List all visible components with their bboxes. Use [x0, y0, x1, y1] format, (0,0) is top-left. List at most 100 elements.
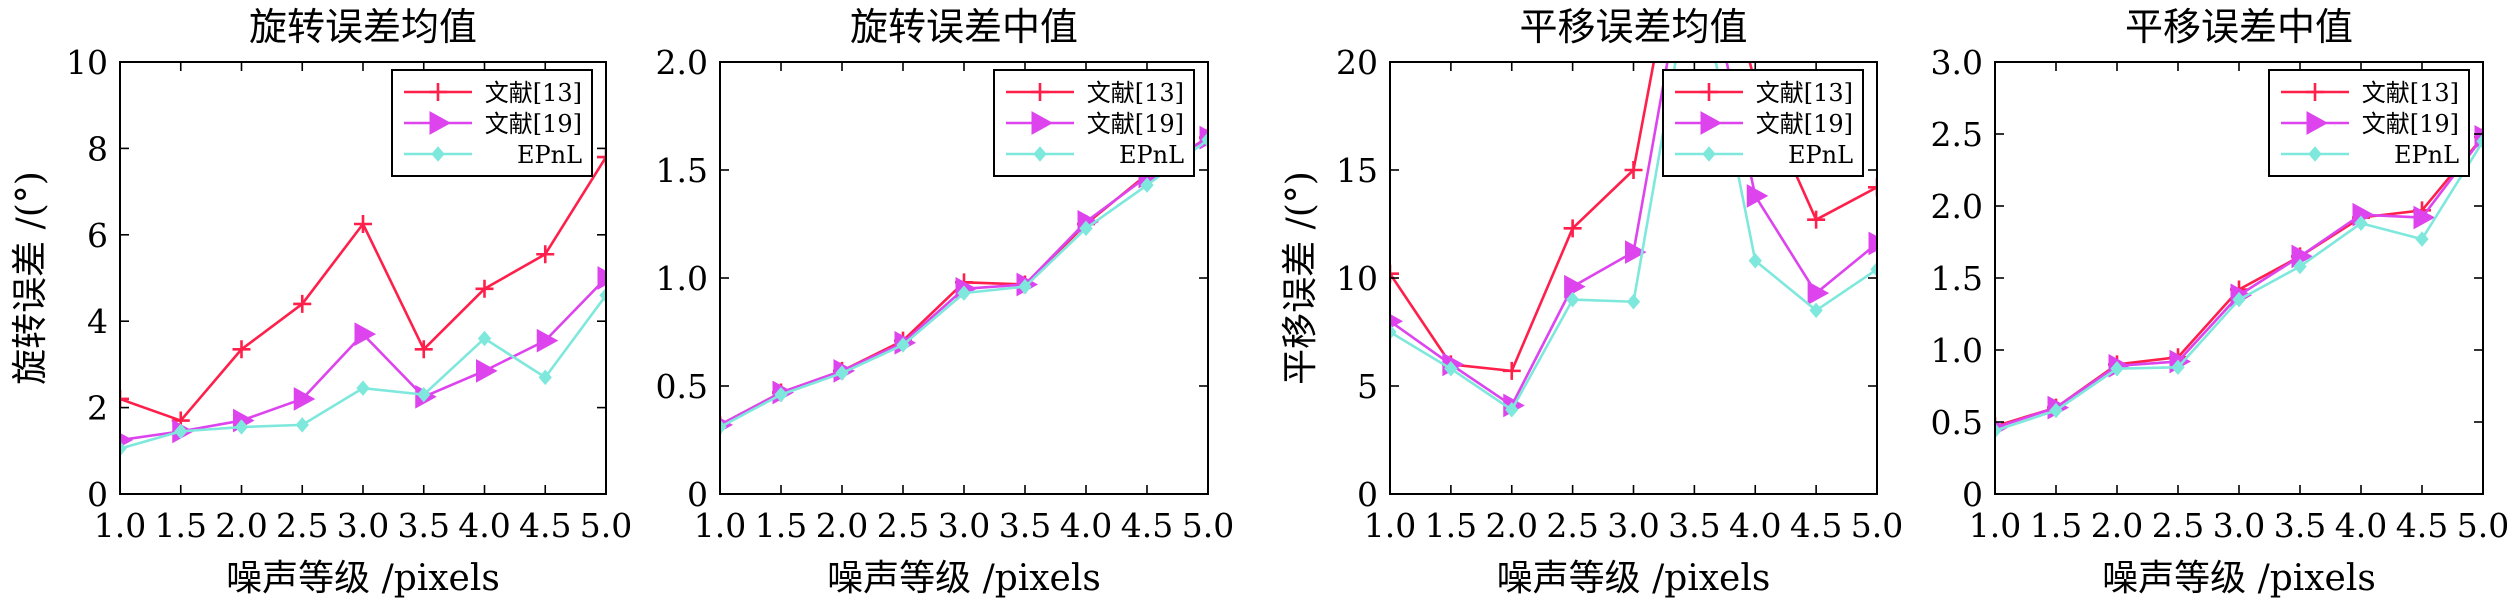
x-tick-label: 1.5 [755, 506, 807, 545]
series-line [120, 277, 606, 442]
data-point [2110, 360, 2124, 377]
data-point [1390, 264, 1399, 283]
x-tick-label: 1.0 [94, 506, 146, 545]
legend-label: EPnL [2394, 141, 2459, 169]
legend-marker [2308, 146, 2322, 162]
data-point [2413, 205, 2436, 230]
x-tick-label: 1.0 [694, 506, 746, 545]
data-point [1563, 219, 1582, 238]
data-point [1868, 231, 1877, 256]
legend-marker [2306, 83, 2324, 101]
x-tick-label: 2.5 [2152, 506, 2204, 545]
legend-item: EPnL [2281, 141, 2459, 169]
legend-item: EPnL [1675, 141, 1853, 169]
series-line [1390, 62, 1877, 407]
y-tick-label: 1.5 [656, 151, 708, 190]
legend: 文献[13] 文献[19] EPnL [2268, 69, 2470, 177]
legend-marker [1700, 83, 1718, 101]
x-tick-label: 3.5 [2274, 506, 2326, 545]
data-point [1505, 401, 1519, 418]
legend-label: 文献[13] [2362, 79, 2459, 107]
x-axis-label: 噪声等级 /pixels [2102, 558, 2376, 599]
chart-panel-1: 旋转误差均值 0 2 4 6 8 10 1.0 1.5 2.0 2.5 3.0 3.5 4.0 4.5 5.0… [10, 5, 632, 599]
data-point [1018, 278, 1032, 295]
data-point [957, 285, 971, 301]
chart-title: 平移误差均值 [1519, 5, 1747, 49]
series-3 [720, 131, 1208, 435]
data-point [293, 387, 316, 411]
y-tick-label: 5 [1357, 367, 1378, 406]
series-3 [1995, 133, 2483, 439]
y-tick-label: 20 [1336, 43, 1378, 82]
data-point [835, 365, 849, 381]
data-point [536, 245, 555, 264]
x-tick-label: 2.5 [1546, 506, 1598, 545]
legend-item: 文献[13] [1006, 79, 1184, 107]
x-tick-label: 2.5 [877, 506, 929, 545]
y-tick-label: 1.0 [1931, 331, 1983, 370]
data-point [1502, 361, 1521, 380]
data-point [2049, 402, 2063, 419]
x-tick-label: 3.5 [1668, 506, 1720, 545]
data-point [1748, 252, 1762, 269]
x-tick-label: 3.5 [999, 506, 1051, 545]
legend-label: 文献[19] [1087, 110, 1184, 138]
x-tick-label: 1.0 [1969, 506, 2021, 545]
data-point [2354, 215, 2368, 232]
y-tick-label: 10 [66, 43, 108, 82]
data-point [475, 279, 494, 298]
legend-marker [2306, 111, 2329, 135]
x-tick-label: 5.0 [1851, 506, 1903, 545]
data-point [293, 294, 312, 313]
legend-marker [1031, 83, 1049, 101]
y-tick-label: 2.0 [1931, 187, 1983, 226]
data-point [2293, 258, 2307, 275]
legend-marker [431, 146, 445, 162]
series-line [120, 294, 606, 450]
data-point [356, 380, 370, 396]
x-tick-label: 2.0 [215, 506, 267, 545]
series-line [1390, 62, 1877, 373]
y-tick-label: 0.5 [656, 367, 708, 406]
chart-panel-3: 平移误差均值 0 5 10 15 20 1.0 1.5 2.0 2.5 3.0 3.5 4.0 4.5 5.… [1280, 5, 1903, 599]
series-1 [1390, 62, 1877, 380]
data-point [1870, 261, 1877, 278]
x-tick-label: 3.0 [1607, 506, 1659, 545]
series-1 [120, 148, 606, 430]
legend-item: 文献[19] [1006, 110, 1184, 138]
data-point [120, 440, 127, 457]
y-tick-label: 2.5 [1931, 115, 1983, 154]
data-point [2474, 125, 2483, 149]
y-tick-label: 0 [1357, 475, 1378, 514]
y-tick-label: 3.0 [1931, 43, 1983, 82]
plot-area [720, 125, 1208, 435]
legend: 文献[13] 文献[19] EPnL [993, 69, 1195, 177]
x-tick-label: 3.0 [337, 506, 389, 545]
data-point [2476, 133, 2483, 149]
data-point [1807, 281, 1830, 305]
y-tick-label: 0 [87, 475, 108, 514]
legend-marker [1702, 146, 1716, 162]
legend-label: 文献[13] [485, 79, 582, 107]
x-axis-label: 噪声等级 /pixels [827, 558, 1101, 599]
legend-label: 文献[13] [1087, 79, 1184, 107]
data-point [417, 386, 431, 403]
legend-marker [429, 111, 452, 135]
x-tick-label: 1.5 [1425, 506, 1477, 545]
x-tick-label: 5.0 [580, 506, 632, 545]
legend-item: 文献[13] [1675, 79, 1853, 107]
y-tick-label: 10 [1336, 259, 1378, 298]
x-tick-label: 4.5 [1121, 506, 1173, 545]
chart-title: 平移误差中值 [2125, 5, 2353, 49]
data-point [174, 423, 188, 440]
data-point [120, 389, 129, 408]
y-axis-label: 平移误差 /(°) [1280, 171, 1321, 385]
x-tick-label: 4.0 [1060, 506, 1112, 545]
x-tick-label: 5.0 [1182, 506, 1234, 545]
legend-label: 文献[19] [1756, 110, 1853, 138]
x-tick-label: 4.5 [2396, 506, 2448, 545]
y-tick-label: 0.5 [1931, 403, 1983, 442]
x-tick-label: 4.0 [2335, 506, 2387, 545]
